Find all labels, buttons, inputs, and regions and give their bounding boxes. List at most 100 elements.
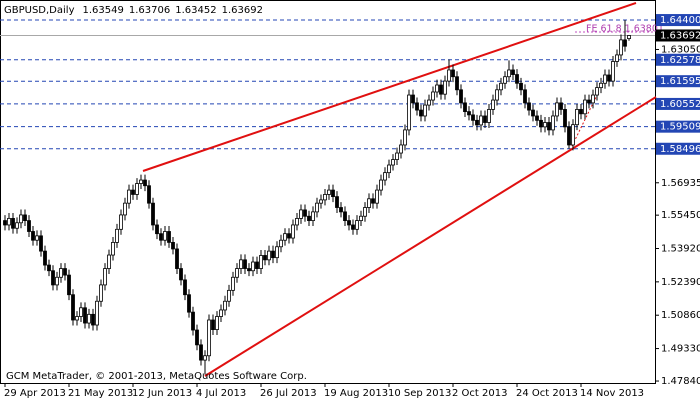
x-tick-label: 19 Aug 2013 <box>324 388 388 399</box>
low-price: 1.63452 <box>175 5 216 16</box>
level-label: 1.59509 <box>660 122 700 133</box>
level-label: 1.61595 <box>660 76 700 87</box>
candle-body <box>187 294 191 313</box>
candle-body <box>31 231 35 241</box>
candle-body <box>175 248 179 269</box>
candle-body <box>595 87 599 96</box>
candle-body <box>575 109 579 126</box>
y-tick-label: 1.53920 <box>661 244 700 255</box>
x-tick-label: 29 Apr 2013 <box>4 388 66 399</box>
candle-body <box>179 268 183 281</box>
candle-body <box>411 94 415 104</box>
candle-body <box>375 189 379 204</box>
candle-body <box>167 231 171 243</box>
candle-body <box>495 89 499 101</box>
candle-body <box>95 300 99 326</box>
high-price: 1.63706 <box>129 5 170 16</box>
candle-body <box>283 233 287 241</box>
candle-body <box>607 74 611 82</box>
x-tick-label: 14 Nov 2013 <box>580 388 644 399</box>
candle-body <box>71 294 75 321</box>
symbol: GBPUSD,Daily <box>4 5 75 16</box>
candle-body <box>223 300 227 311</box>
current-price-label: 1.63692 <box>660 30 700 41</box>
candle-body <box>243 259 247 269</box>
candle-body <box>623 39 627 47</box>
candle-body <box>511 69 515 75</box>
candle-body <box>515 74 519 84</box>
candle-body <box>183 279 187 296</box>
candle-body <box>523 89 527 104</box>
candle-body <box>275 246 279 259</box>
candle-body <box>603 74 607 84</box>
candle-body <box>355 220 359 230</box>
candle-body <box>303 209 307 217</box>
candle-body <box>371 198 375 204</box>
y-tick-label: 1.47840 <box>661 376 700 387</box>
chart-header: GBPUSD,Daily 1.63549 1.63706 1.63452 1.63692 <box>4 5 263 16</box>
candle-body <box>507 69 511 78</box>
candle-body <box>291 224 295 239</box>
candle-body <box>319 199 323 204</box>
candle-body <box>47 264 51 272</box>
candle-body <box>583 99 587 115</box>
candle-body <box>379 179 383 191</box>
candle-body <box>159 233 163 241</box>
candle-body <box>491 99 495 110</box>
level-label: 1.58496 <box>660 144 700 155</box>
candle-body <box>207 319 211 357</box>
candle-body <box>147 185 151 204</box>
candle-body <box>271 250 275 259</box>
candle-body <box>343 211 347 222</box>
candle-body <box>307 215 311 222</box>
candle-body <box>295 218 299 226</box>
candle-body <box>551 115 555 131</box>
y-tick-label: 1.52390 <box>661 277 700 288</box>
level-label: 1.64400 <box>660 15 700 26</box>
candle-body <box>331 189 335 198</box>
candle-body <box>543 122 547 128</box>
candle-body <box>103 268 107 286</box>
candle-body <box>51 270 55 286</box>
candle-body <box>367 198 371 208</box>
candle-body <box>79 307 83 317</box>
candle-body <box>215 316 219 330</box>
candle-body <box>431 91 435 101</box>
candle-body <box>451 69 455 78</box>
candle-body <box>463 102 467 113</box>
candle-body <box>55 276 59 286</box>
candle-body <box>111 241 115 256</box>
candle-body <box>531 109 535 117</box>
candle-body <box>363 207 367 217</box>
candle-body <box>247 268 251 272</box>
candle-body <box>155 224 159 235</box>
copyright: GCM MetaTrader, © 2001-2013, MetaQuotes … <box>6 371 307 382</box>
candle-body <box>123 202 127 216</box>
candle-body <box>139 179 143 184</box>
candle-body <box>483 115 487 123</box>
candle-body <box>499 82 503 91</box>
candle-body <box>211 319 215 330</box>
candle-body <box>231 276 235 291</box>
candle-body <box>199 344 203 361</box>
candle-body <box>427 99 431 106</box>
candle-body <box>267 250 271 261</box>
candle-body <box>415 102 419 111</box>
candle-body <box>251 261 255 272</box>
candle-body <box>407 94 411 131</box>
trend-line <box>142 2 637 172</box>
level-label: 1.60552 <box>660 99 700 110</box>
candle-body <box>395 152 399 160</box>
candle-body <box>315 202 319 213</box>
x-tick-label: 24 Oct 2013 <box>516 388 578 399</box>
candle-body <box>475 119 479 126</box>
candle-body <box>459 89 463 104</box>
y-tick-label: 1.55450 <box>661 210 700 221</box>
candle-body <box>135 183 139 195</box>
candle-body <box>439 84 443 95</box>
candle-body <box>323 194 327 201</box>
candle-body <box>547 122 551 131</box>
candle-body <box>555 102 559 117</box>
level-label-box <box>656 120 700 133</box>
